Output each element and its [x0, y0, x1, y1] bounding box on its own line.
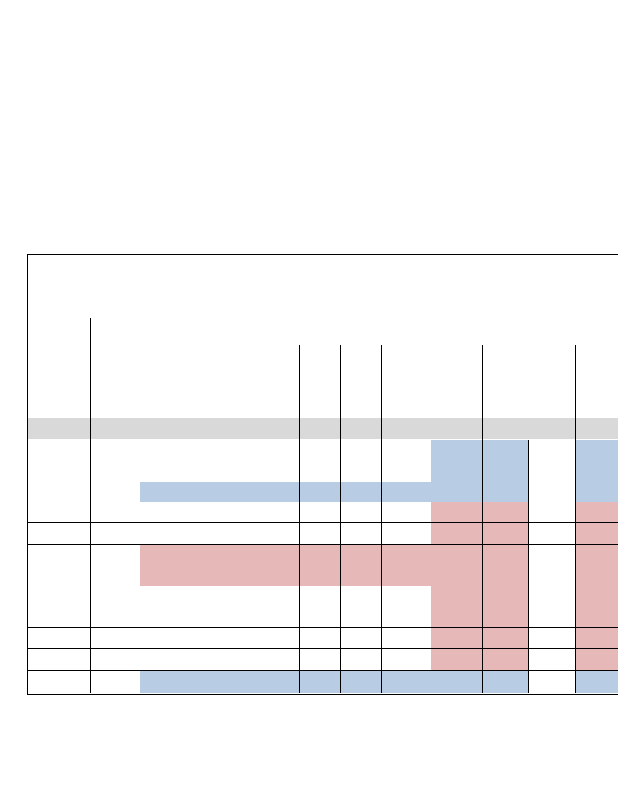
column-rule [482, 345, 483, 693]
highlight-cell [576, 502, 618, 671]
row-rule [27, 544, 618, 545]
highlight-cell [576, 671, 618, 693]
column-rule [381, 345, 382, 693]
table-header-band [28, 418, 618, 439]
row-rule [27, 627, 618, 628]
highlight-cell [140, 545, 431, 586]
row-rule [27, 648, 618, 649]
highlight-cell [431, 440, 528, 482]
table-frame [27, 254, 618, 695]
row-rule [27, 670, 618, 671]
column-rule [299, 345, 300, 693]
highlight-cell [431, 502, 528, 671]
column-rule [340, 345, 341, 693]
row-rule [27, 522, 618, 523]
highlight-cell [140, 482, 528, 502]
column-rule [575, 345, 576, 693]
highlight-cell [576, 440, 618, 502]
column-rule [528, 440, 529, 693]
column-rule [90, 318, 91, 693]
highlight-cell [140, 671, 528, 693]
